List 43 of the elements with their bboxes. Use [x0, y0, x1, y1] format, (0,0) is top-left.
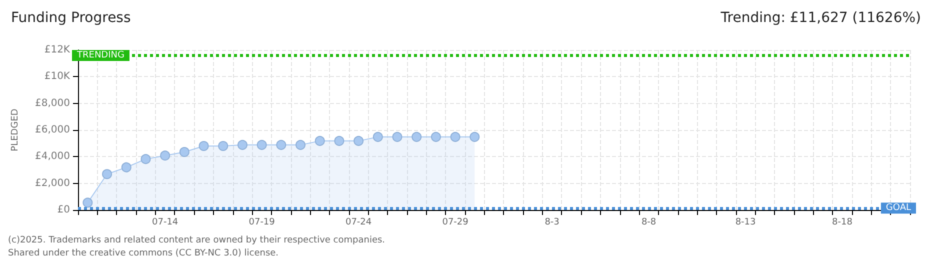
y-tick-label: £8,000	[35, 98, 70, 109]
y-tick-label: £12K	[44, 44, 70, 56]
ref-line-label: TRENDING	[76, 50, 124, 60]
point	[412, 132, 422, 142]
x-tick-label: 07-24	[345, 218, 372, 228]
x-tick-label: 07-19	[248, 218, 276, 228]
point	[179, 147, 190, 157]
y-tick-label: £4,000	[35, 151, 70, 162]
text: Shared under the creative commons (CC BY-NC 3.0) license.	[8, 248, 279, 258]
point	[102, 169, 112, 180]
x-tick-label: 07-29	[442, 218, 469, 228]
x-tick-label: 8-8	[641, 218, 656, 228]
point	[354, 136, 364, 146]
x-tick-label: 8-13	[735, 218, 756, 228]
point	[276, 140, 286, 150]
x-tick-label: 8-3	[544, 218, 560, 228]
y-axis-title: PLEDGED	[10, 108, 20, 152]
point	[334, 136, 344, 146]
y-tick-label: £0	[57, 204, 70, 216]
x-tick-label: 07-14	[152, 218, 178, 228]
point	[160, 150, 170, 161]
point	[218, 141, 228, 151]
point	[198, 141, 209, 151]
point	[237, 140, 248, 150]
y-tick-label: £10K	[44, 71, 70, 82]
point	[256, 140, 267, 150]
text: (c)2025. Trademarks and related content are owned by their respective companies.	[8, 236, 386, 246]
ref-line-label: GOAL	[886, 203, 911, 214]
point	[392, 132, 402, 142]
point	[430, 132, 441, 142]
y-tick-label: £2,000	[35, 178, 70, 189]
y-tick-label: £6,000	[35, 124, 70, 136]
chart-title: Funding Progress	[11, 10, 131, 26]
point	[140, 154, 151, 164]
point	[372, 132, 383, 142]
chart-subtitle: Trending: £11,627 (11626%)	[720, 10, 922, 26]
point	[121, 162, 132, 172]
point	[82, 198, 93, 208]
point	[296, 140, 306, 150]
point	[450, 132, 460, 142]
x-tick-label: 8-18	[832, 218, 853, 228]
point	[470, 132, 480, 142]
point	[314, 136, 325, 146]
